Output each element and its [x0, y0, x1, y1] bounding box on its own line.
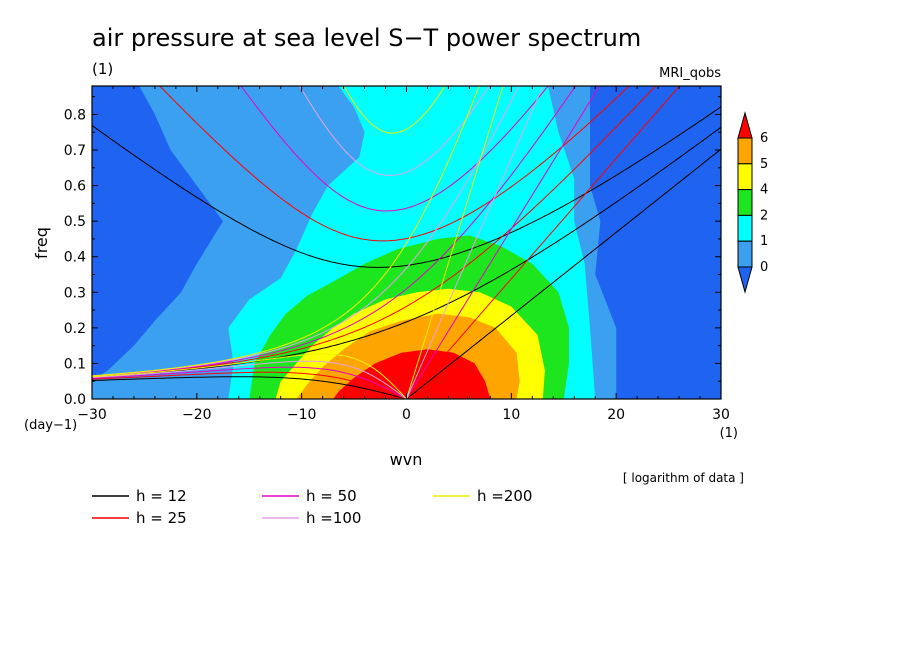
curve-h100-inertia-gravity	[299, 86, 490, 176]
colorbar-swatch	[737, 240, 753, 268]
curve-h200-kelvin	[406, 86, 504, 399]
colorbar-label: 4	[760, 183, 768, 198]
y-tick-label: 0.2	[64, 321, 86, 337]
curve-h50-rossby	[92, 366, 407, 399]
y-axis-label: freq	[32, 227, 51, 259]
curve-h50-mrg	[92, 86, 577, 377]
curve-h200-rossby	[92, 353, 407, 399]
x-tick-label: 0	[402, 407, 411, 423]
colorbar-swatch	[737, 214, 753, 242]
colorbar-swatch-min	[737, 266, 753, 294]
plot-area	[91, 85, 722, 400]
curve-h12-rossby	[92, 376, 407, 399]
curve-h25-kelvin	[406, 86, 681, 399]
curve-h25-inertia-gravity	[159, 86, 630, 242]
colorbar-label: 0	[760, 260, 768, 275]
x-tick-label: 10	[502, 407, 520, 423]
colorbar-label: 5	[760, 157, 768, 172]
x-tick-label: −10	[287, 407, 317, 423]
curve-h12-inertia-gravity	[92, 106, 721, 268]
curve-h12-kelvin	[406, 148, 721, 399]
x-axis-unit: (1)	[720, 426, 738, 441]
y-tick-label: 0.8	[64, 107, 86, 123]
legend-label-h200: h =200	[477, 487, 532, 505]
colorbar-swatch	[737, 189, 753, 216]
colorbar-swatch	[737, 137, 753, 165]
curve-h25-rossby	[92, 371, 407, 399]
y-tick-label: 0.3	[64, 285, 86, 301]
title-unit: (1)	[92, 60, 113, 78]
colorbar-swatch-max	[737, 111, 753, 139]
chart-title: air pressure at sea level S−T power spec…	[92, 24, 641, 52]
x-tick-label: −20	[182, 407, 212, 423]
legend-label-h25: h = 25	[136, 509, 187, 527]
legend-label-h100: h =100	[306, 509, 361, 527]
legend-label-h12: h = 12	[136, 487, 187, 505]
x-axis-label: wvn	[390, 450, 423, 469]
y-tick-label: 0.7	[64, 143, 86, 159]
colorbar-label: 2	[760, 208, 768, 223]
colorbar-swatch	[737, 163, 753, 191]
curve-h100-mrg	[92, 86, 520, 377]
x-tick-label: 20	[607, 407, 625, 423]
colorbar: 0 1 2 4 5 6	[737, 111, 768, 294]
curve-h12-mrg	[92, 126, 721, 378]
model-label: MRI_qobs	[659, 66, 721, 81]
y-tick-label: 0.5	[64, 214, 86, 230]
data-note: [ logarithm of data ]	[623, 471, 744, 485]
y-tick-label: 0.0	[64, 392, 86, 408]
y-tick-label: 0.4	[64, 250, 86, 266]
y-tick-label: 0.6	[64, 179, 86, 195]
colorbar-label: 1	[760, 234, 768, 249]
x-tick-label: −30	[77, 407, 107, 423]
curve-h25-mrg	[92, 86, 657, 378]
y-axis-unit: (day−1)	[24, 418, 77, 433]
curve-h100-kelvin	[406, 86, 544, 399]
curve-h50-kelvin	[406, 86, 601, 399]
y-tick-label: 0.1	[64, 356, 86, 372]
curve-h200-inertia-gravity	[343, 86, 446, 134]
x-tick-label: 30	[712, 407, 730, 423]
colorbar-label: 6	[760, 131, 768, 146]
legend: h = 12 h = 25 h = 50 h =100 h =200	[92, 487, 532, 527]
curve-h50-inertia-gravity	[240, 86, 549, 212]
curve-h200-mrg	[92, 86, 480, 377]
legend-label-h50: h = 50	[306, 487, 357, 505]
curve-h100-rossby	[92, 360, 407, 399]
